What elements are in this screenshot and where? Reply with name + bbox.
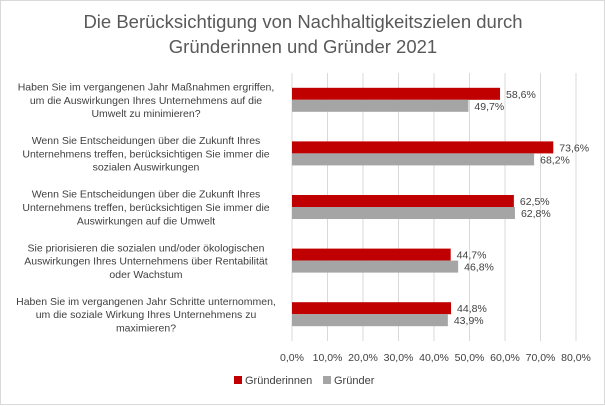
data-label: 49,7% [474,101,504,113]
category-label-line: Wenn Sie Entscheidungen über die Zukunft… [32,189,261,201]
data-label: 73,6% [559,142,589,154]
x-tick-label: 50,0% [455,352,485,364]
data-label: 68,2% [540,154,570,166]
legend: Gründerinnen Gründer [234,375,375,387]
category-label-line: sozialen Auswirkungen [93,162,200,174]
category-label-line: Unternehmens treffen, berücksichtigen Si… [22,148,269,160]
chart-title: Die Berücksichtigung von Nachhaltigkeits… [83,11,522,57]
legend-swatch-gruender [323,376,331,384]
data-label: 62,5% [520,196,550,208]
legend-label: Gründer [334,375,375,387]
x-tick-label: 10,0% [313,352,343,364]
x-tick-label: 30,0% [384,352,414,364]
x-tick-label: 20,0% [348,352,378,364]
bar-gruender [292,153,535,166]
x-tick-label: 0,0% [280,352,304,364]
x-tick-label: 40,0% [419,352,449,364]
category-labels: Haben Sie im vergangenen Jahr Maßnahmen … [16,82,276,335]
category-label-line: Wenn Sie Entscheidungen über die Zukunft… [32,135,261,147]
bar-gruender [292,207,515,219]
data-label: 58,6% [506,89,536,101]
data-label: 46,8% [464,262,494,274]
bar-gruenderinnen [292,195,514,207]
legend-swatch-gruenderinnen [234,376,242,384]
data-label: 62,8% [521,208,551,220]
bar-gruenderinnen [292,302,452,315]
bar-gruender [292,314,448,327]
bar-gruenderinnen [292,248,451,261]
bar-gruenderinnen [292,141,554,154]
category-label-line: maximieren? [116,323,176,335]
category-label-line: Auswirkungen auf die Umwelt [77,215,215,227]
bar-gruender [292,260,459,273]
chart-title-line: Gründerinnen und Gründer 2021 [169,36,437,57]
bar-gruenderinnen [292,87,501,100]
bar-gruender [292,99,469,112]
data-label: 43,9% [454,315,484,327]
category-label-line: um die Auswirkungen Ihres Unternehmens a… [30,95,262,107]
x-tick-labels: 0,0% 10,0% 20,0% 30,0% 40,0% 50,0% 60,0% 70,0% 8… [280,352,591,364]
data-label: 44,7% [457,250,487,262]
x-tick-label: 80,0% [561,352,591,364]
category-label-line: oder Wachstum [109,269,182,281]
category-label-line: Umwelt zu minimieren? [91,108,200,120]
x-tick-label: 70,0% [526,352,556,364]
category-label-line: Sie priorisieren die sozialen und/oder ö… [28,242,265,254]
category-label-line: Unternehmens treffen, berücksichtigen Si… [22,202,269,214]
category-label-line: Haben Sie im vergangenen Jahr Schritte u… [16,296,276,308]
legend-label: Gründerinnen [245,375,312,387]
data-labels: 58,6%49,7% 73,6%68,2% 62,5%62,8% 44,7%46,8%… [454,89,589,327]
chart-title-line: Die Berücksichtigung von Nachhaltigkeits… [83,11,522,32]
category-label-line: Haben Sie im vergangenen Jahr Maßnahmen … [18,82,275,94]
bars [292,87,554,327]
category-label-line: Auswirkungen Ihres Unternehmens über Ren… [24,256,267,268]
data-label: 44,8% [457,303,487,315]
category-label-line: um die soziale Wirkung Ihres Unternehmen… [36,309,257,321]
x-tick-label: 60,0% [490,352,520,364]
